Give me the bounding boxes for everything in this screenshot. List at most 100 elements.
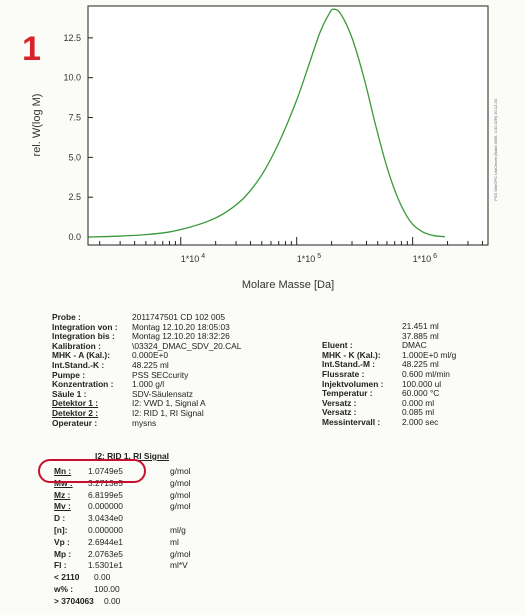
- result-label: Mp :: [54, 548, 72, 559]
- info-value: 48.225 ml: [402, 359, 439, 370]
- info-label: MHK - A (Kal.):: [52, 350, 110, 361]
- info-label: Konzentration :: [52, 379, 114, 390]
- result-label: < 2110: [54, 572, 80, 583]
- integration-volume: 37.885 ml: [402, 330, 439, 341]
- result-label: D :: [54, 513, 66, 524]
- result-row: [n]: 0.000000 ml/g: [54, 525, 186, 535]
- result-value: 1.5301e1: [88, 560, 123, 571]
- info-value: I2: VWD 1, Signal A: [132, 398, 206, 409]
- result-row: Mv : 0.000000 g/mol: [54, 501, 190, 511]
- info-label: Versatz :: [322, 397, 357, 408]
- info-value: 0.085 ml: [402, 407, 435, 418]
- result-value: 2.0763e5: [88, 548, 123, 559]
- highlight-circle-mn: [38, 459, 146, 483]
- x-axis-label: Molare Masse [Da]: [242, 279, 334, 291]
- result-value: 6.8199e5: [88, 489, 123, 500]
- info-row: Operateur : mysns: [52, 418, 156, 429]
- info-label: Detektor 1 :: [52, 398, 99, 409]
- info-value: DMAC: [402, 340, 427, 351]
- y-tick-label: 12.5: [63, 33, 81, 43]
- result-unit: g/mol: [170, 489, 191, 500]
- info-row: Integration von : Montag 12.10.20 18:05:0…: [52, 321, 230, 333]
- info-label: Eluent :: [322, 340, 353, 351]
- result-row: Vp : 2.6944e1 ml: [54, 536, 179, 547]
- y-tick-label: 0.0: [68, 232, 81, 242]
- distribution-curve: [88, 8, 446, 238]
- info-row: MHK - K (Kal.): 1.000E+0 ml/g: [322, 349, 456, 361]
- info-row: Eluent : DMAC: [322, 340, 427, 351]
- y-tick-label: 7.5: [68, 113, 81, 123]
- x-tick-label: 1*10 6: [413, 253, 438, 264]
- info-value: 1.000 g/l: [132, 379, 165, 390]
- info-value: Montag 12.10.20 18:05:03: [132, 321, 230, 332]
- info-row: Integration bis : Montag 12.10.20 18:32:2…: [52, 331, 230, 342]
- signal-title: I2: RID 1, RI Signal: [95, 451, 169, 461]
- result-label: Vp :: [54, 536, 70, 547]
- info-row: Säule 1 : SDV-Säulensatz: [52, 388, 193, 400]
- info-row: Kalibration : \03324_DMAC_SDV_20.CAL: [52, 341, 241, 352]
- result-unit: g/mol: [170, 548, 191, 559]
- info-row: Messintervall : 2.000 sec: [322, 417, 438, 428]
- info-value: 48.225 ml: [132, 360, 169, 370]
- info-value: 100.000 ul: [402, 378, 442, 389]
- info-value: 2.000 sec: [402, 417, 439, 427]
- result-row: Mn : 1.0749e5 g/mol: [54, 466, 190, 476]
- info-label: Probe :: [52, 312, 81, 322]
- result-unit: g/mol: [170, 501, 191, 512]
- result-unit: ml*V: [170, 560, 188, 571]
- x-tick-label: 1*10 4: [181, 253, 206, 264]
- info-row: MHK - A (Kal.): 0.000E+0: [52, 350, 168, 361]
- info-row: Temperatur : 60.000 °C: [322, 388, 439, 399]
- info-row: Probe : 2011747501 CD 102 005: [52, 312, 225, 323]
- result-unit: g/mol: [170, 477, 191, 488]
- result-value: 2.6944e1: [88, 536, 123, 547]
- info-value: 0.000 ml: [402, 397, 435, 408]
- result-label: Mz :: [54, 489, 71, 500]
- info-label: Detektor 2 :: [52, 408, 99, 418]
- result-unit: ml: [170, 536, 179, 547]
- result-row: Mz : 6.8199e5 g/mol: [54, 489, 190, 500]
- result-row: FI : 1.5301e1 ml*V: [54, 560, 188, 571]
- result-row: w% : 100.00: [54, 584, 120, 594]
- info-row: Konzentration : 1.000 g/l: [52, 379, 164, 390]
- info-label: Messintervall :: [322, 417, 381, 427]
- result-label: [n]:: [54, 525, 68, 535]
- info-label: Temperatur :: [322, 388, 373, 399]
- info-label: MHK - K (Kal.):: [322, 349, 381, 360]
- info-label: Säule 1 :: [52, 388, 87, 399]
- info-value: SDV-Säulensatz: [132, 388, 193, 399]
- result-label: > 3704063: [54, 595, 94, 606]
- result-value: 1.0749e5: [88, 466, 123, 476]
- result-value: 100.00: [94, 584, 120, 594]
- info-row: Pumpe : PSS SECcurity: [52, 369, 188, 381]
- info-row: Injektvolumen : 100.000 ul: [322, 378, 441, 390]
- result-row: < 2110 0.00: [54, 572, 110, 583]
- info-label: Integration von :: [52, 321, 118, 332]
- result-unit: ml/g: [170, 525, 186, 535]
- info-label: Injektvolumen :: [322, 378, 384, 389]
- result-value: 3.0434e0: [88, 513, 123, 524]
- y-tick-label: 2.5: [68, 192, 81, 202]
- x-tick-label: 1*10 5: [297, 253, 322, 264]
- info-label: Integration bis :: [52, 331, 115, 342]
- result-row: Mp : 2.0763e5 g/mol: [54, 548, 190, 559]
- info-row: Detektor 2 : I2: RID 1, RI Signal: [52, 408, 204, 419]
- y-axis-label: rel. W(log M): [31, 94, 43, 157]
- integration-volume: 21.451 ml: [402, 321, 439, 331]
- result-row: D : 3.0434e0: [54, 513, 123, 524]
- info-value: Montag 12.10.20 18:32:26: [132, 331, 230, 342]
- info-label: Pumpe :: [52, 369, 86, 380]
- result-value: 0.00: [94, 572, 111, 583]
- result-value: 0.00: [104, 595, 121, 606]
- info-value: 60.000 °C: [402, 388, 440, 399]
- info-row: Int.Stand.-K : 48.225 ml: [52, 360, 169, 371]
- info-row: Detektor 1 : I2: VWD 1, Signal A: [52, 398, 206, 409]
- info-value: 0.600 ml/min: [402, 369, 450, 379]
- figure-number: 1: [22, 30, 41, 68]
- result-row: > 3704063 0.00: [54, 595, 120, 606]
- result-label: FI :: [54, 560, 67, 571]
- info-value: 1.000E+0 ml/g: [402, 349, 457, 360]
- info-label: Versatz :: [322, 407, 357, 418]
- info-label: Int.Stand.-K :: [52, 360, 105, 370]
- info-row: Flussrate : 0.600 ml/min: [322, 369, 450, 380]
